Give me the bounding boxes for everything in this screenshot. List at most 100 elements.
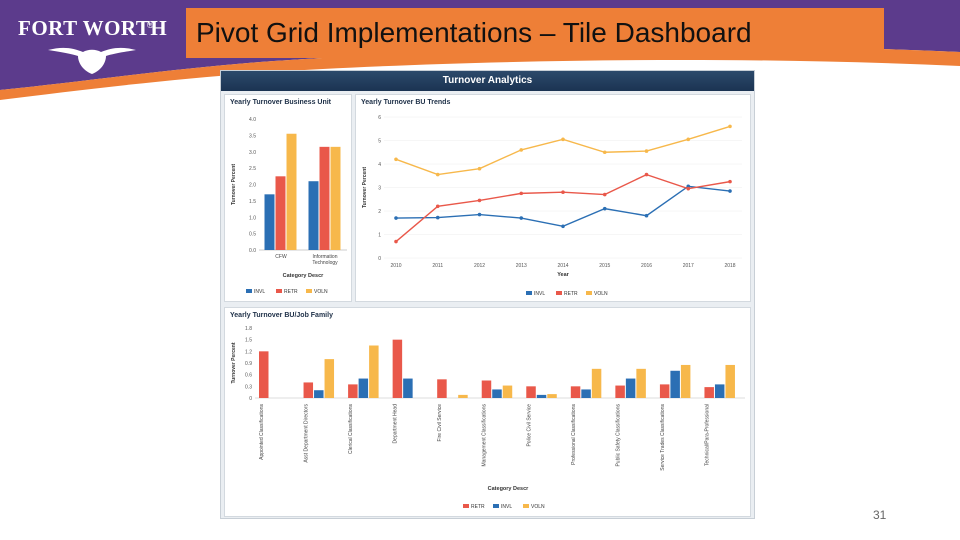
x-axis-label: Category Descr <box>488 486 530 492</box>
bar <box>330 146 341 250</box>
y-axis-label: Turnover Percent <box>231 342 237 383</box>
bar <box>319 146 330 250</box>
data-point <box>728 189 732 193</box>
bar <box>314 390 324 398</box>
data-point <box>477 166 482 171</box>
tile-dashboard: Turnover Analytics Yearly Turnover Busin… <box>220 70 755 519</box>
x-tick-label: CFW <box>275 254 287 260</box>
data-point <box>728 179 732 184</box>
y-tick-label: 1.2 <box>245 349 252 355</box>
legend-label: VOLN <box>594 291 608 297</box>
dashboard-title: Turnover Analytics <box>442 75 533 86</box>
y-tick-label: 0.6 <box>245 373 252 379</box>
tile-business-unit[interactable]: Yearly Turnover Business Unit Turnover P… <box>224 94 352 302</box>
series-line <box>395 173 731 243</box>
data-point <box>602 192 607 197</box>
y-tick-label: 3.0 <box>249 150 256 156</box>
y-tick-label: 4 <box>378 162 381 168</box>
slide-title: Pivot Grid Implementations – Tile Dashbo… <box>196 17 752 48</box>
bar <box>492 389 502 398</box>
bar <box>275 176 286 250</box>
y-tick-label: 2 <box>378 209 381 215</box>
x-tick-label: Fire Civil Service <box>437 404 443 442</box>
data-point <box>519 216 524 220</box>
y-tick-label: 4.0 <box>249 117 256 123</box>
legend-swatch <box>306 289 312 293</box>
y-tick-label: 0.5 <box>249 232 256 238</box>
data-point <box>435 204 440 209</box>
bar <box>547 394 557 398</box>
x-tick-label: 2013 <box>516 263 527 269</box>
data-point <box>561 190 565 194</box>
data-point <box>561 224 565 229</box>
y-tick-label: 6 <box>378 115 381 121</box>
y-tick-label: 3 <box>378 186 381 192</box>
fort-worth-logo: FORT WORTH ® <box>8 6 178 76</box>
data-point <box>394 239 398 244</box>
data-point <box>519 191 524 196</box>
y-tick-label: 0 <box>378 256 381 262</box>
y-tick-label: 0.9 <box>245 361 252 367</box>
series-line <box>395 125 731 176</box>
bar <box>348 384 358 398</box>
x-tick-label: Management Classifications <box>482 404 488 467</box>
y-tick-label: 2.5 <box>249 166 256 172</box>
x-tick-label: Police Civil Service <box>526 404 532 447</box>
dashboard-header: Turnover Analytics <box>221 71 754 91</box>
bar <box>481 380 492 398</box>
bar <box>502 385 513 398</box>
bar <box>536 394 547 398</box>
data-point <box>644 149 649 153</box>
y-tick-label: 1.0 <box>249 215 256 221</box>
bar <box>458 394 468 398</box>
x-tick-label: Asst Department Directors <box>304 404 310 463</box>
y-tick-label: 3.5 <box>249 133 256 139</box>
longhorn-icon <box>48 47 136 74</box>
y-axis-label: Turnover Percent <box>362 167 368 208</box>
bar <box>680 364 691 398</box>
data-point <box>519 148 524 152</box>
bar <box>714 384 725 398</box>
data-point <box>435 215 440 220</box>
bar <box>704 387 714 398</box>
bar <box>259 351 269 398</box>
data-point <box>477 212 482 217</box>
data-point <box>394 216 398 220</box>
legend-swatch <box>526 291 532 295</box>
bar <box>526 386 536 398</box>
tile-job-family[interactable]: Yearly Turnover BU/Job Family Turnover P… <box>224 307 751 517</box>
y-tick-label: 0.3 <box>245 384 252 390</box>
tile-title: Yearly Turnover BU Trends <box>361 99 451 106</box>
bar <box>369 345 379 398</box>
slide-title-box: Pivot Grid Implementations – Tile Dashbo… <box>186 8 884 58</box>
tile-bu-trends[interactable]: Yearly Turnover BU Trends Turnover Perce… <box>355 94 751 302</box>
legend-swatch <box>493 504 499 508</box>
data-point <box>686 186 691 191</box>
bar <box>659 384 670 398</box>
tile-title: Yearly Turnover Business Unit <box>230 99 332 106</box>
legend-label: INVL <box>501 504 512 510</box>
business-unit-chart: Turnover Percent 4.0 3.5 3.0 2.5 2.0 1.5 1.0 0.5… <box>231 117 347 295</box>
x-axis-label: Category Descr <box>283 273 325 279</box>
x-tick-label: Service Trades Classifications <box>660 404 666 471</box>
legend-label: INVL <box>254 289 265 295</box>
x-tick-label: 2012 <box>474 263 485 269</box>
bar <box>625 378 636 398</box>
y-tick-label: 2.0 <box>249 183 256 189</box>
x-tick-label: Appointed Classifications <box>259 404 265 460</box>
legend-swatch <box>463 504 469 508</box>
data-point <box>686 137 691 142</box>
bar <box>286 133 297 250</box>
legend-label: RETR <box>471 504 485 510</box>
y-tick-label: 1.5 <box>245 338 252 344</box>
x-tick-label: Department Head <box>393 404 399 444</box>
bar <box>581 389 591 398</box>
bar <box>636 368 646 398</box>
y-tick-label: 0 <box>249 396 252 402</box>
data-point <box>394 157 398 162</box>
bu-trends-chart: Turnover Percent 0 1 2 3 4 5 6 2010 2011 2012 2013 2… <box>362 115 742 297</box>
x-tick-label: Information <box>312 254 337 260</box>
y-tick-label: 1.8 <box>245 326 252 332</box>
legend-swatch <box>556 291 562 295</box>
legend-swatch <box>246 289 252 293</box>
